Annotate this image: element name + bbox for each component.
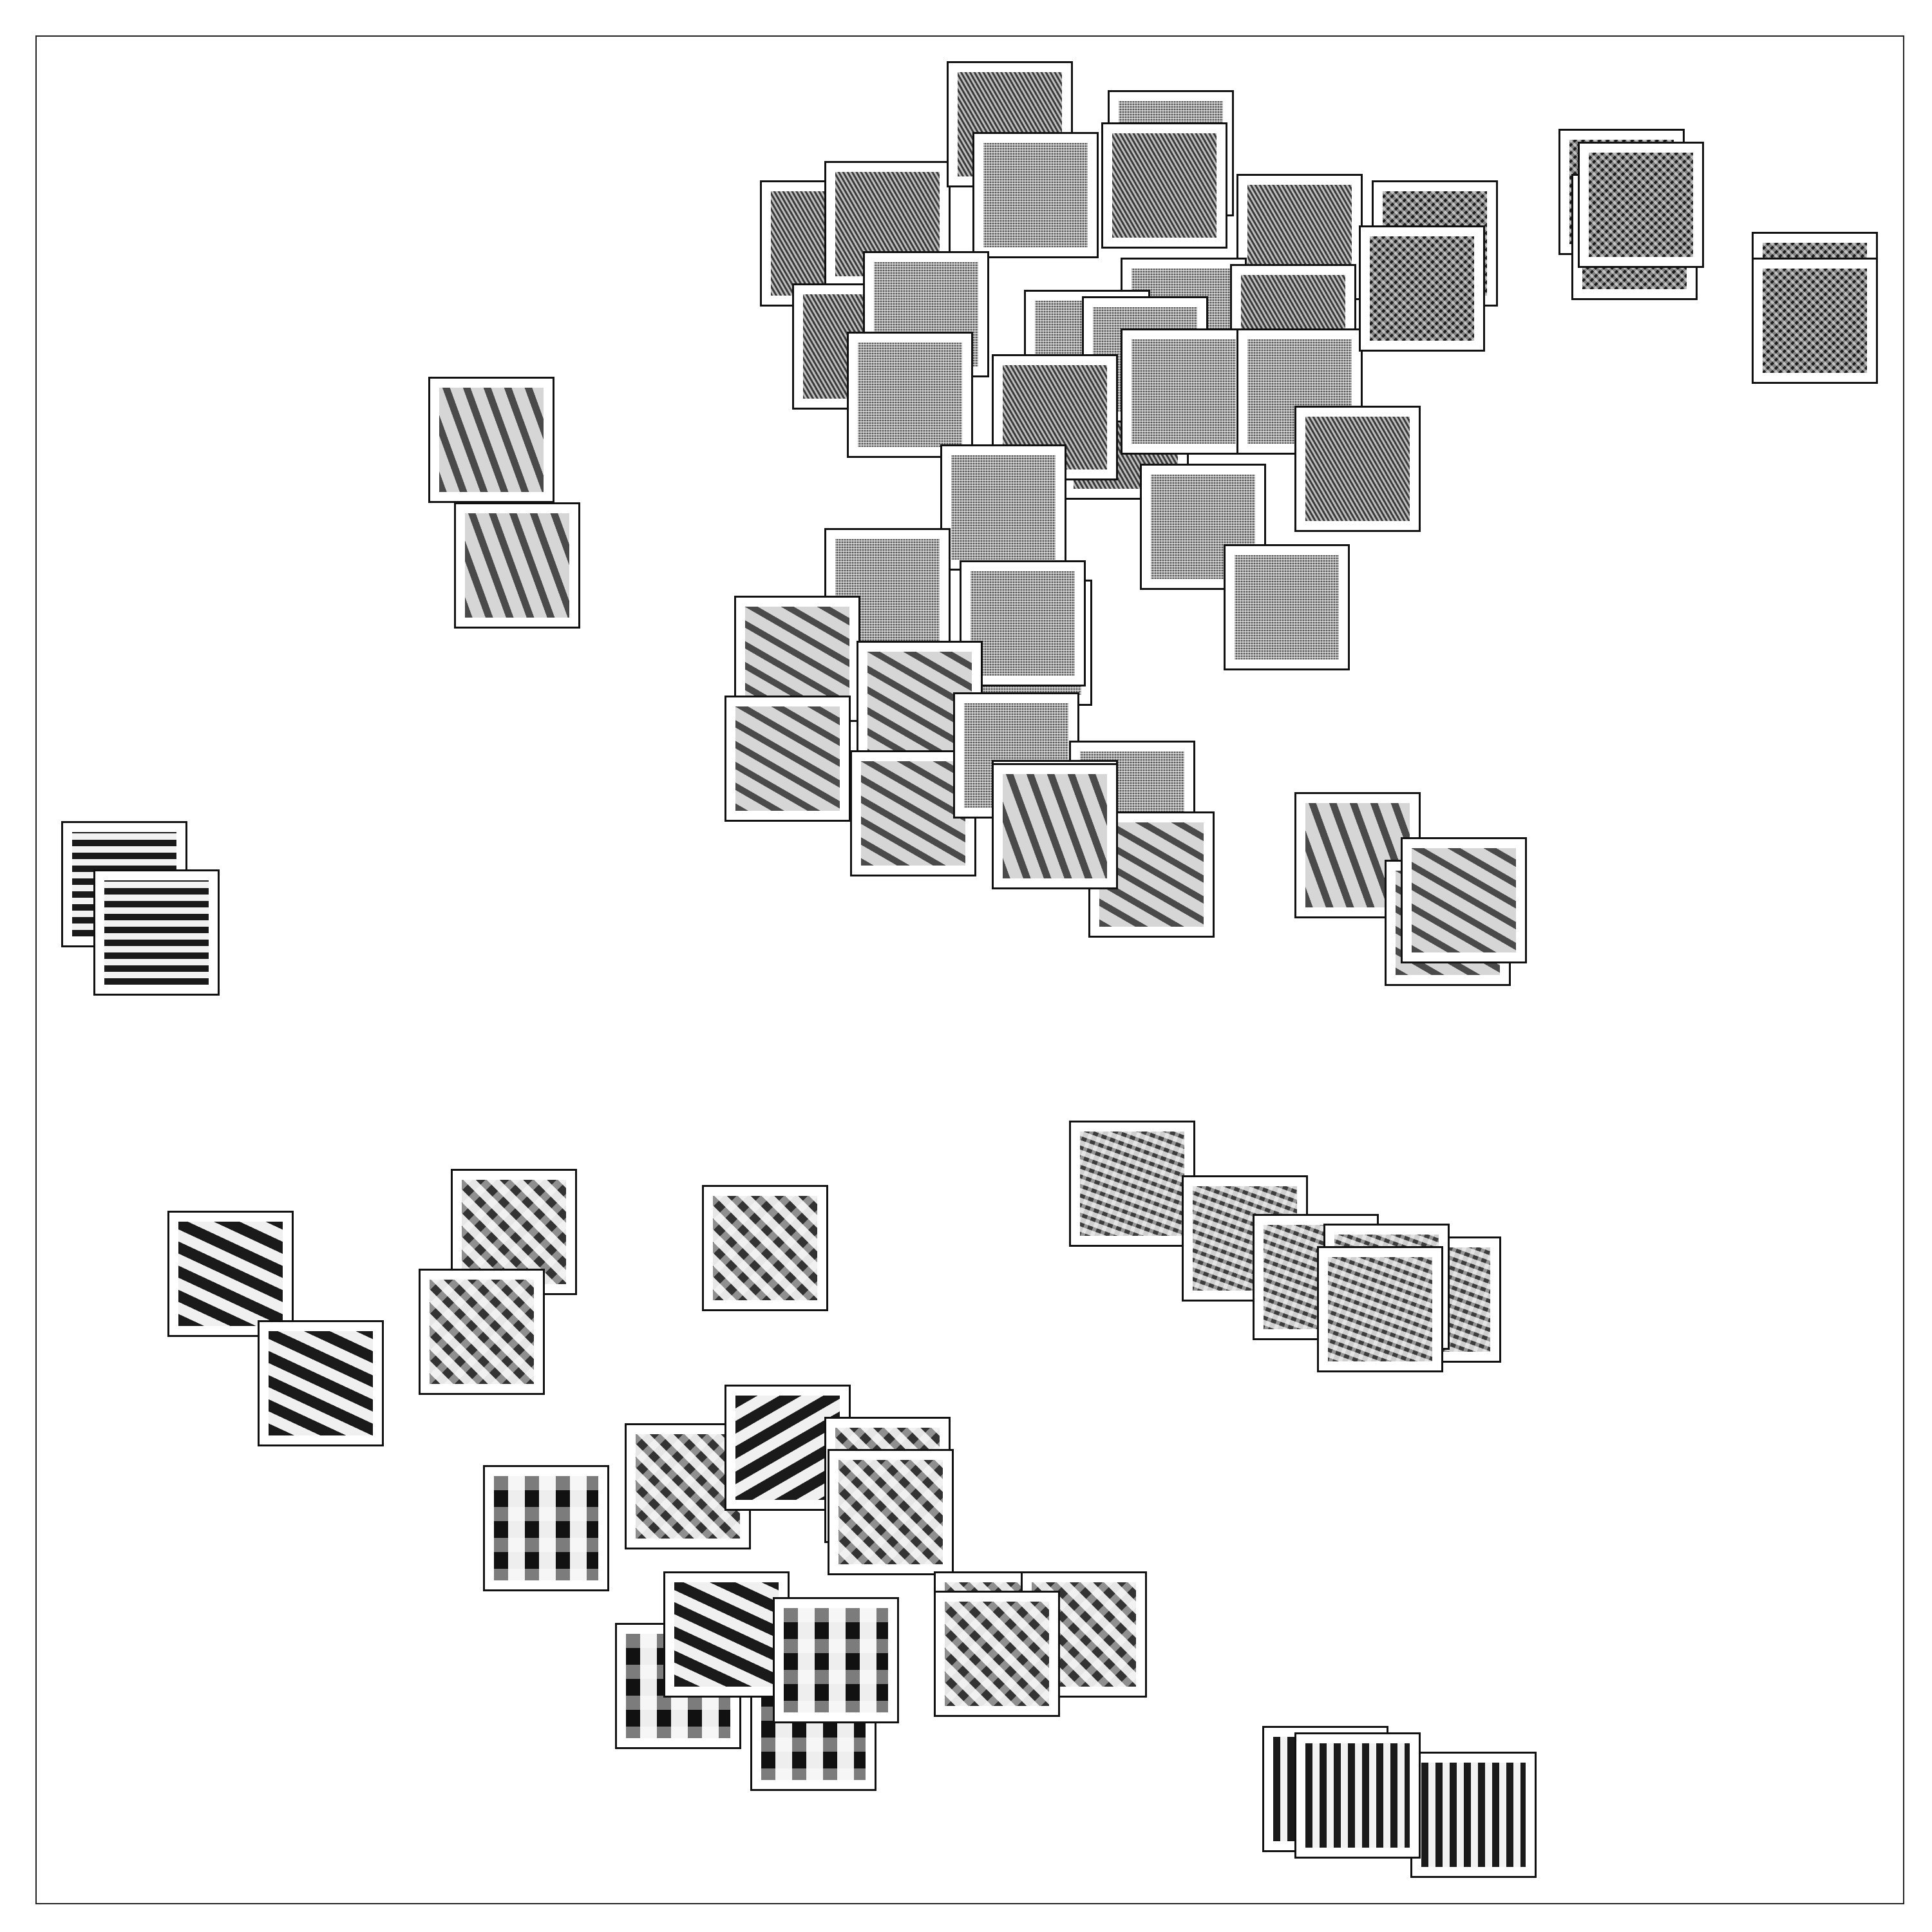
texture-thumbnail [483, 1465, 609, 1591]
texture-thumbnail [419, 1269, 545, 1395]
texture-woven-blocks [430, 1280, 534, 1384]
texture-thumbnail [828, 1449, 954, 1575]
texture-woven-blocks [636, 1434, 740, 1539]
texture-thumbnail [960, 560, 1086, 687]
texture-diagonal-ribbed [745, 607, 849, 711]
texture-thumbnail [724, 696, 851, 822]
texture-diagonal-ribbed [861, 761, 965, 866]
texture-fine-noise [971, 571, 1075, 676]
texture-thumbnail [847, 332, 973, 458]
texture-thumbnail [428, 377, 554, 503]
texture-thumbnail [1359, 225, 1485, 352]
texture-thumbnail [1752, 258, 1878, 384]
texture-thumbnail [724, 1385, 851, 1511]
texture-thumbnail [1410, 1752, 1537, 1878]
texture-thumbnail [1121, 328, 1247, 455]
texture-thumbnail [1224, 544, 1350, 670]
texture-thumbnail [1294, 1732, 1421, 1859]
texture-fine-noise [858, 343, 962, 447]
texture-thumbnail [1294, 406, 1421, 532]
texture-fine-diagonal [1305, 417, 1410, 521]
texture-woven-blocks [462, 1180, 566, 1284]
texture-thumbnail [1401, 837, 1527, 963]
texture-thumbnail [1140, 464, 1266, 590]
texture-thumbnail [1578, 142, 1704, 268]
texture-thumbnail [258, 1320, 384, 1446]
texture-thumbnail [167, 1211, 294, 1337]
texture-fine-noise [951, 455, 1056, 560]
texture-thumbnail [93, 869, 220, 996]
texture-dotted-grid [1328, 1257, 1432, 1361]
texture-horizontal-bars [1421, 1763, 1526, 1867]
texture-thumbnail [1101, 122, 1227, 249]
texture-fine-noise [1132, 339, 1236, 444]
texture-steep-ribbed [465, 513, 569, 618]
texture-thumbnail [663, 1571, 790, 1698]
texture-zigzag [494, 1476, 598, 1580]
texture-dark-dots [1370, 236, 1474, 341]
texture-dark-dots [1589, 153, 1693, 257]
texture-fine-noise [983, 143, 1088, 247]
texture-bold-diagonal-left [735, 1396, 840, 1500]
texture-diagonal-ribbed [1412, 848, 1516, 952]
texture-thumbnail [940, 444, 1066, 571]
texture-dotted-grid [1080, 1132, 1184, 1236]
texture-thumbnail [773, 1597, 899, 1723]
texture-thumbnail [702, 1185, 828, 1311]
texture-thumbnail [934, 1591, 1060, 1717]
texture-woven-blocks [838, 1460, 943, 1564]
texture-thumbnail [1069, 1121, 1195, 1247]
texture-steep-ribbed [1003, 774, 1107, 878]
texture-thumbnail [454, 502, 580, 629]
texture-bold-diagonal [674, 1582, 779, 1687]
texture-fine-diagonal [1112, 133, 1217, 238]
texture-fine-noise [1235, 555, 1339, 659]
texture-bold-diagonal [178, 1222, 283, 1326]
texture-diagonal-ribbed [735, 706, 840, 811]
texture-horizontal-bars [1305, 1743, 1410, 1848]
texture-steep-ribbed [439, 388, 544, 492]
texture-bold-diagonal [269, 1331, 373, 1435]
texture-zigzag [784, 1608, 888, 1712]
texture-thumbnail [992, 763, 1118, 889]
texture-woven-blocks [713, 1196, 817, 1300]
texture-thumbnail [1317, 1246, 1443, 1372]
texture-vertical-bars [104, 880, 209, 985]
texture-dark-dots [1763, 269, 1867, 373]
texture-thumbnail [972, 132, 1099, 258]
texture-woven-blocks [945, 1602, 1049, 1706]
